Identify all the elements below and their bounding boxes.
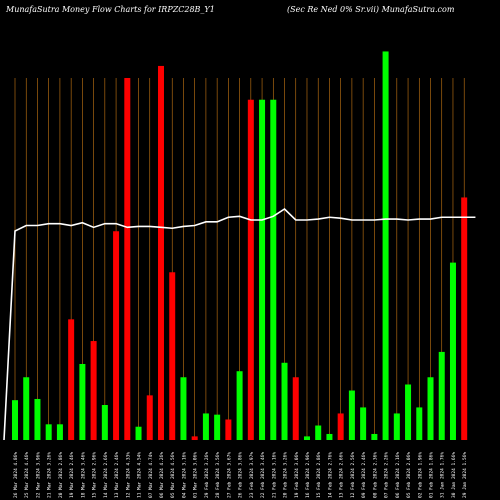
x-tick-label: 01 Mar 2024 3.06% <box>193 452 199 498</box>
money-flow-bar <box>12 400 18 440</box>
x-tick-label: 19 Feb 2024 3.06% <box>294 452 300 498</box>
x-tick-label: 25 Mar 2024 4.46% <box>24 452 30 498</box>
x-tick-label: 29 Feb 2024 3.26% <box>204 452 210 498</box>
x-tick-label: 15 Feb 2024 2.86% <box>316 452 322 498</box>
money-flow-bar <box>169 272 176 440</box>
money-flow-bar <box>315 425 322 440</box>
money-flow-bar <box>461 197 468 440</box>
x-tick-label: 07 Feb 2024 2.26% <box>384 452 390 498</box>
money-flow-bar <box>326 433 333 440</box>
x-tick-label: 12 Feb 2024 2.56% <box>350 452 356 498</box>
x-tick-label: 30 Jan 2024 1.66% <box>451 452 457 498</box>
x-tick-label: 04 Mar 2024 3.16% <box>181 452 187 498</box>
x-tick-label: 05 Feb 2024 2.06% <box>406 452 412 498</box>
money-flow-bar <box>247 99 254 440</box>
money-flow-bar <box>371 433 378 440</box>
money-flow-bar <box>337 413 344 440</box>
x-tick-label: 14 Mar 2024 2.66% <box>103 452 109 498</box>
money-flow-bar <box>281 362 288 440</box>
x-tick-label: 13 Feb 2024 2.66% <box>339 452 345 498</box>
x-tick-label: 07 Mar 2024 4.74% <box>148 452 154 498</box>
money-flow-bar <box>157 65 164 440</box>
money-flow-bar <box>225 419 232 440</box>
money-flow-bar <box>146 395 153 440</box>
x-tick-label: 22 Mar 2024 3.96% <box>35 452 41 498</box>
money-flow-bar <box>214 414 221 440</box>
x-tick-label: 01 Feb 2024 1.86% <box>429 452 435 498</box>
money-flow-bar <box>292 377 299 440</box>
x-tick-label: 26 Mar 2024 4.86% <box>13 452 19 498</box>
x-tick-label: 02 Feb 2024 1.96% <box>417 452 423 498</box>
chart-title-left: MunafaSutra Money Flow Charts for IRPZC2… <box>5 5 215 14</box>
money-flow-bar <box>427 377 434 440</box>
money-flow-bar <box>45 424 52 440</box>
x-tick-label: 11 Mar 2024 4.54% <box>137 452 143 498</box>
money-flow-bar <box>113 231 120 440</box>
money-flow-bar <box>360 407 367 440</box>
chart-title-right: (Sec Re Ned 0% Sr.vii) MunafaSutra.com <box>287 5 455 14</box>
money-flow-bar <box>79 363 86 440</box>
money-flow-bar <box>68 319 75 440</box>
x-tick-label: 26 Feb 2024 3.86% <box>238 452 244 498</box>
x-tick-label: 08 Feb 2024 2.36% <box>372 452 378 498</box>
money-flow-bar <box>236 371 243 440</box>
money-flow-bar <box>382 51 389 440</box>
money-flow-bar <box>438 351 445 440</box>
x-tick-label: 06 Mar 2024 4.26% <box>159 452 165 498</box>
x-tick-label: 22 Feb 2024 3.46% <box>260 452 266 498</box>
money-flow-bar <box>56 424 63 440</box>
money-flow-bar <box>393 413 400 440</box>
x-axis-labels: 26 Mar 2024 4.86% 25 Mar 2024 4.46% 22 Mar… <box>13 452 468 498</box>
x-tick-label: 31 Jan 2024 1.76% <box>440 452 446 498</box>
money-flow-bar <box>416 407 423 440</box>
money-flow-bar <box>405 384 412 440</box>
money-flow-bars <box>12 51 468 440</box>
money-flow-bar <box>303 436 310 440</box>
money-flow-bar <box>449 262 456 440</box>
x-tick-label: 27 Feb 2024 3.67% <box>226 452 232 498</box>
x-tick-label: 14 Feb 2024 2.76% <box>327 452 333 498</box>
x-tick-label: 21 Mar 2024 3.26% <box>47 452 53 498</box>
x-tick-label: 28 Feb 2024 3.56% <box>215 452 221 498</box>
x-tick-label: 12 Mar 2024 4.33% <box>125 452 131 498</box>
money-flow-bar <box>348 390 355 440</box>
money-flow-bar <box>34 398 41 440</box>
x-tick-label: 21 Feb 2024 3.16% <box>271 452 277 498</box>
money-flow-bar <box>191 436 198 440</box>
money-flow-bar <box>23 377 30 440</box>
money-flow-bar <box>90 341 97 440</box>
x-tick-label: 06 Feb 2024 2.16% <box>395 452 401 498</box>
x-tick-label: 23 Feb 2024 3.97% <box>249 452 255 498</box>
x-tick-label: 20 Mar 2024 2.86% <box>58 452 64 498</box>
x-tick-label: 05 Mar 2024 4.56% <box>170 452 176 498</box>
money-flow-bar <box>259 99 266 440</box>
x-tick-label: 13 Mar 2024 2.46% <box>114 452 120 498</box>
money-flow-bar <box>135 426 142 440</box>
money-flow-bar <box>180 377 187 440</box>
x-tick-label: 15 Mar 2024 2.96% <box>92 452 98 498</box>
x-tick-label: 19 Mar 2024 2.46% <box>69 452 75 498</box>
x-tick-label: 09 Feb 2024 2.46% <box>361 452 367 498</box>
x-tick-label: 16 Feb 2024 2.96% <box>305 452 311 498</box>
money-flow-bar <box>101 405 108 440</box>
money-flow-bar <box>202 413 209 440</box>
money-flow-bar <box>270 99 277 440</box>
money-flow-bar <box>124 78 131 440</box>
price-line <box>3 207 476 441</box>
x-tick-label: 29 Jan 2024 1.56% <box>462 452 468 498</box>
x-tick-label: 18 Mar 2024 3.46% <box>80 452 86 498</box>
x-tick-label: 20 Feb 2024 3.26% <box>283 452 289 498</box>
